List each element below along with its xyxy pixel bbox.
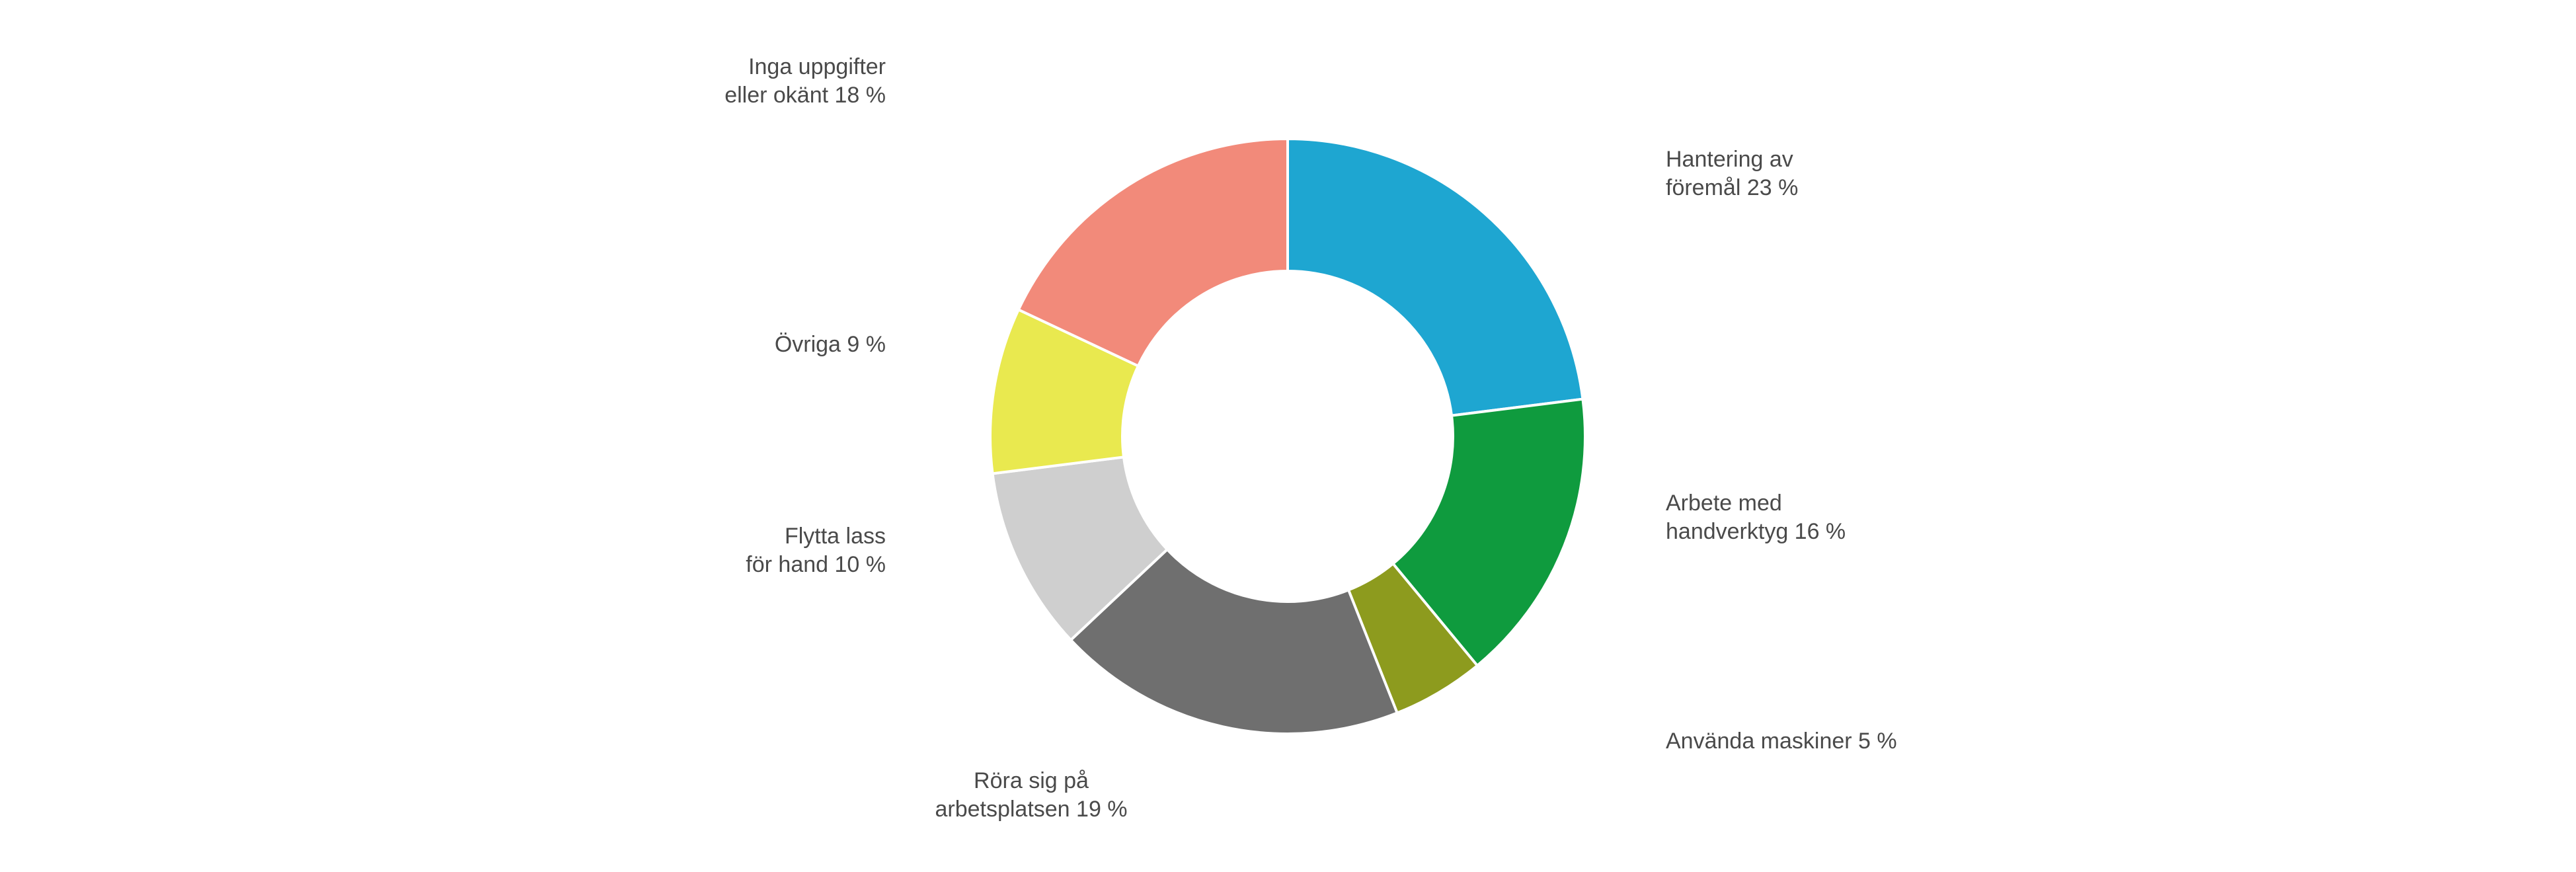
donut-chart: Hantering av föremål 23 %Arbete med hand…	[0, 0, 2576, 872]
donut-slice	[1288, 139, 1582, 416]
donut-svg	[0, 0, 2576, 872]
